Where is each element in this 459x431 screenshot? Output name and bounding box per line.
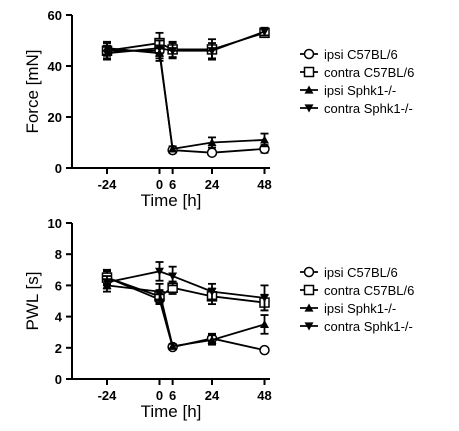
legend-marker <box>304 322 314 331</box>
y-tick-label: 8 <box>55 247 62 262</box>
legend-label: ipsi Sphk1-/- <box>324 301 396 316</box>
data-point <box>206 147 218 158</box>
legend-marker <box>304 104 314 113</box>
x-tick-label: -24 <box>98 388 118 403</box>
data-point <box>260 319 269 328</box>
data-point <box>155 287 164 296</box>
data-point <box>168 341 178 350</box>
legend-marker <box>303 284 315 296</box>
legend-marker <box>303 266 315 278</box>
series-line <box>106 47 265 150</box>
x-axis-title: Time [h] <box>141 191 202 210</box>
x-tick-label: 0 <box>156 177 163 192</box>
data-point <box>168 272 178 281</box>
series-line <box>107 49 265 154</box>
legend-label: ipsi C57BL/6 <box>324 47 398 62</box>
data-point <box>207 138 217 147</box>
legend-label: ipsi C57BL/6 <box>324 265 398 280</box>
y-tick-label: 2 <box>55 341 62 356</box>
legend-label: contra Sphk1-/- <box>324 319 413 334</box>
legend-entry: contra Sphk1-/- <box>300 319 413 334</box>
legend-entry: ipsi C57BL/6 <box>300 265 398 280</box>
data-point <box>102 49 112 58</box>
legend-entry: contra C57BL/6 <box>300 283 414 298</box>
y-tick-label: 60 <box>48 8 62 23</box>
series-square-open <box>101 268 270 312</box>
series-circle-open <box>101 270 270 356</box>
legend-marker <box>303 48 315 60</box>
series-triangle-up <box>102 40 269 153</box>
x-tick-label: 0 <box>156 388 163 403</box>
series-line <box>106 270 265 299</box>
y-tick-label: 6 <box>55 278 62 293</box>
y-axis-title: PWL [s] <box>23 272 42 331</box>
data-point <box>155 267 164 276</box>
y-tick-label: 0 <box>55 161 62 176</box>
series-square-open <box>101 27 270 61</box>
series-triangle-down <box>102 261 269 312</box>
y-tick-label: 40 <box>48 59 62 74</box>
data-point <box>260 27 269 37</box>
series-triangle-up <box>102 278 269 350</box>
data-point <box>207 335 217 344</box>
data-point <box>207 288 217 297</box>
x-tick-label: 24 <box>205 388 220 403</box>
legend-entry: ipsi Sphk1-/- <box>300 83 396 98</box>
data-point <box>260 135 269 144</box>
data-point <box>102 278 112 287</box>
legend-entry: ipsi Sphk1-/- <box>300 301 396 316</box>
y-tick-label: 4 <box>55 310 63 325</box>
y-tick-label: 20 <box>48 110 62 125</box>
legend-label: contra Sphk1-/- <box>324 101 413 116</box>
legend-marker <box>304 85 314 94</box>
legend-marker <box>303 66 315 78</box>
legend-entry: contra C57BL/6 <box>300 65 414 80</box>
legend-marker <box>304 303 314 312</box>
x-tick-label: -24 <box>98 177 118 192</box>
legend-entry: contra Sphk1-/- <box>300 101 413 116</box>
y-axis-title: Force [mN] <box>23 49 42 133</box>
y-tick-label: 0 <box>55 372 62 387</box>
x-tick-label: 24 <box>205 177 220 192</box>
legend-label: ipsi Sphk1-/- <box>324 83 396 98</box>
x-axis-title: Time [h] <box>141 402 202 421</box>
data-point <box>260 294 269 303</box>
legend-entry: ipsi C57BL/6 <box>300 47 398 62</box>
x-tick-label: 6 <box>169 177 176 192</box>
data-point <box>155 44 164 53</box>
legend-label: contra C57BL/6 <box>324 283 414 298</box>
data-point <box>168 47 178 56</box>
data-point <box>168 144 178 153</box>
data-point <box>259 344 270 356</box>
legend-label: contra C57BL/6 <box>324 65 414 80</box>
x-tick-label: 48 <box>257 388 271 403</box>
series-line <box>106 31 265 52</box>
x-tick-label: 48 <box>257 177 271 192</box>
series-triangle-down <box>102 26 269 61</box>
x-tick-label: 6 <box>169 388 176 403</box>
data-point <box>207 47 217 56</box>
y-tick-label: 10 <box>48 216 62 231</box>
